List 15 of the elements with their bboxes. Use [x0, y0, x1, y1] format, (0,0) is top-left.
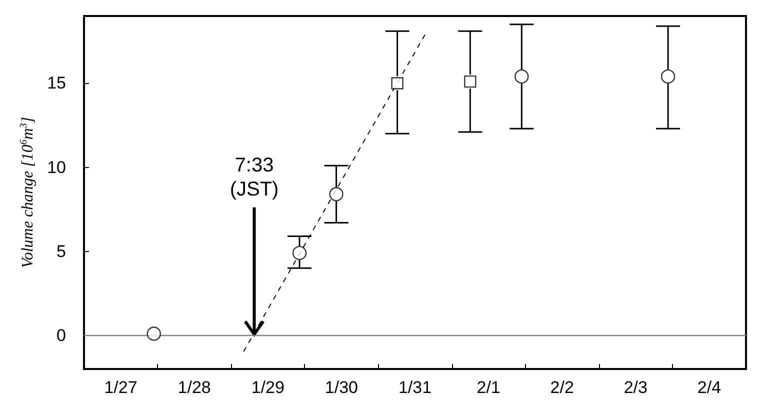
y-tick-label: 10 — [47, 158, 66, 177]
y-tick-label: 0 — [56, 326, 66, 345]
x-tick-label: 2/2 — [550, 378, 574, 397]
x-tick-label: 2/1 — [476, 378, 500, 397]
x-tick-label: 1/31 — [398, 378, 432, 397]
x-tick-label: 1/29 — [251, 378, 284, 397]
x-tick-label: 1/28 — [178, 378, 211, 397]
x-tick-label: 2/3 — [624, 378, 648, 397]
y-axis-title: Volume change [106m3] — [18, 116, 37, 268]
y-tick-label: 5 — [56, 242, 66, 261]
x-tick-label: 2/4 — [697, 378, 722, 397]
x-tick-label: 1/30 — [324, 378, 358, 397]
x-tick-label: 1/27 — [104, 378, 138, 397]
y-tick-label: 15 — [47, 74, 66, 93]
annotation: 7:33 (JST) — [230, 154, 279, 200]
